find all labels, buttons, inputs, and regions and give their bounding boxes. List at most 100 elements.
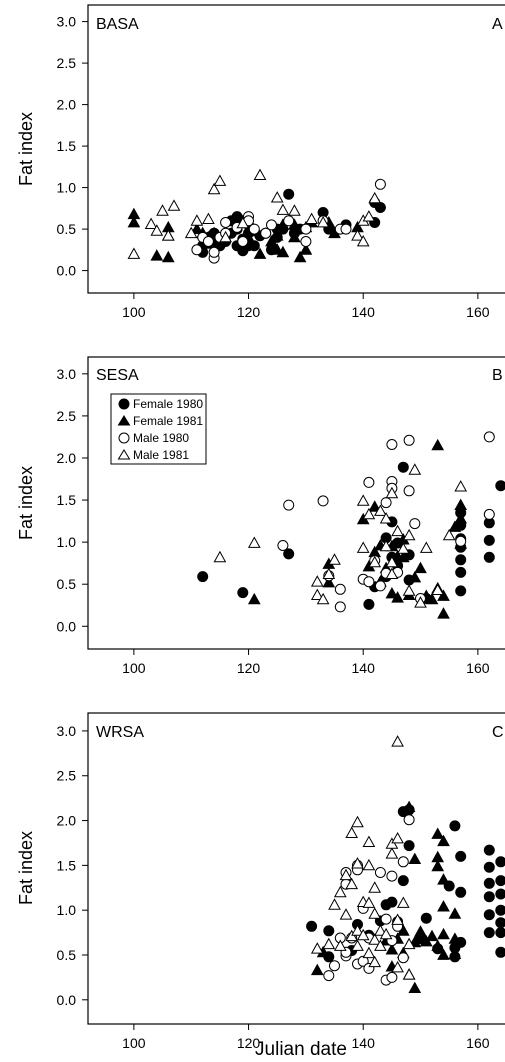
- point-female-1981: [431, 939, 445, 951]
- point-female-1981: [431, 859, 445, 872]
- point-female-1980: [374, 202, 386, 213]
- point-male-1981: [270, 191, 284, 203]
- point-female-1981: [454, 498, 468, 510]
- point-male-1980: [386, 971, 398, 983]
- point-male-1981: [431, 583, 445, 595]
- legend-marker-female-1981: [117, 415, 131, 426]
- point-male-1981: [402, 937, 416, 950]
- y-tick-label: 0.5: [57, 947, 77, 963]
- point-female-1981: [247, 592, 261, 605]
- point-male-1981: [213, 174, 227, 186]
- y-tick-label: 3.0: [57, 723, 77, 739]
- point-male-1981: [156, 204, 169, 216]
- point-male-1980: [403, 434, 415, 446]
- point-female-1981: [288, 230, 301, 243]
- point-female-1981: [402, 800, 416, 812]
- point-male-1981: [368, 907, 382, 919]
- y-tick-label: 2.0: [57, 450, 77, 466]
- point-male-1981: [328, 898, 341, 910]
- point-female-1981: [408, 570, 422, 583]
- point-male-1981: [356, 494, 370, 506]
- point-female-1980: [495, 856, 505, 868]
- legend-entry: Male 1980: [118, 431, 189, 445]
- point-male-1980: [317, 495, 329, 507]
- point-male-1981: [408, 463, 422, 475]
- point-female-1981: [431, 438, 445, 451]
- point-male-1980: [323, 970, 335, 982]
- point-male-1981: [219, 230, 232, 243]
- y-tick-label: 2.0: [57, 813, 77, 829]
- point-female-1980: [449, 820, 461, 832]
- point-female-1981: [431, 827, 445, 839]
- point-male-1981: [442, 528, 456, 541]
- x-tick-label: 140: [352, 660, 376, 676]
- x-tick-label: 160: [466, 1035, 490, 1051]
- point-male-1981: [339, 908, 353, 920]
- point-female-1981: [408, 852, 422, 864]
- point-male-1980: [191, 244, 203, 256]
- point-male-1980: [300, 236, 312, 247]
- point-male-1980: [283, 499, 295, 511]
- legend-marker-female-1980: [118, 398, 130, 410]
- y-tick-label: 1.5: [57, 857, 77, 873]
- legend-label: Female 1980: [133, 397, 203, 411]
- point-male-1981: [316, 592, 330, 605]
- point-male-1980: [334, 601, 346, 613]
- y-axis-label: Fat index: [16, 466, 36, 540]
- point-male-1981: [362, 835, 376, 847]
- point-female-1980: [483, 909, 495, 921]
- point-female-1980: [483, 551, 495, 563]
- point-male-1980: [409, 518, 421, 530]
- point-male-1981: [351, 815, 364, 828]
- point-male-1980: [202, 236, 214, 247]
- point-male-1981: [351, 924, 364, 936]
- point-male-1981: [391, 831, 404, 844]
- point-male-1981: [310, 575, 324, 587]
- y-tick-label: 2.5: [57, 768, 77, 784]
- point-male-1981: [190, 214, 204, 226]
- point-male-1980: [380, 497, 392, 509]
- point-male-1981: [328, 553, 341, 565]
- y-tick-label: 0.0: [57, 263, 77, 279]
- point-male-1981: [368, 955, 382, 968]
- panel-wrsa: WRSA C Fat index 0.0 0.5 1.0 1.5 2.0 2.5 3.0 1…: [16, 712, 505, 1060]
- y-tick-label: 1.5: [57, 138, 77, 154]
- point-male-1980: [260, 227, 272, 239]
- point-female-1981: [425, 929, 439, 942]
- point-male-1981: [202, 212, 215, 224]
- y-tick-label: 1.0: [57, 902, 77, 918]
- y-tick-label: 1.5: [57, 492, 77, 508]
- point-female-1980: [495, 888, 505, 900]
- x-tick-label: 120: [237, 304, 261, 320]
- point-female-1980: [248, 240, 260, 252]
- point-male-1981: [391, 524, 404, 537]
- point-male-1981: [144, 217, 158, 229]
- x-tick-label: 100: [122, 660, 146, 676]
- panel-letter: A: [492, 16, 503, 33]
- point-male-1980: [283, 215, 295, 227]
- point-male-1981: [374, 939, 387, 951]
- point-male-1981: [310, 588, 324, 600]
- point-male-1981: [402, 968, 416, 980]
- point-female-1980: [283, 548, 295, 560]
- legend-marker-male-1981: [117, 449, 131, 460]
- point-male-1981: [150, 224, 164, 236]
- plot-frame: [87, 4, 505, 294]
- point-male-1980: [363, 576, 375, 588]
- legend-entry: Female 1980: [118, 397, 203, 411]
- y-ticks: 0.0 0.5 1.0 1.5 2.0 2.5 3.0: [57, 14, 88, 279]
- y-axis-label: Fat index: [16, 112, 36, 186]
- y-tick-label: 0.0: [57, 992, 77, 1008]
- point-male-1980: [403, 814, 415, 826]
- y-axis-label: Fat index: [16, 831, 36, 905]
- point-female-1980: [306, 920, 318, 932]
- legend-entry: Female 1981: [117, 414, 203, 428]
- y-tick-label: 2.5: [57, 408, 77, 424]
- y-tick-label: 3.0: [57, 366, 77, 382]
- point-female-1981: [437, 873, 450, 885]
- point-male-1981: [362, 858, 376, 871]
- point-female-1981: [299, 243, 313, 255]
- panel-basa: BASA A Fat index 0.0 0.5 1.0 1.5 2.0 2.5 3.0 1…: [16, 4, 505, 320]
- point-female-1980: [420, 912, 432, 924]
- point-male-1980: [374, 580, 386, 592]
